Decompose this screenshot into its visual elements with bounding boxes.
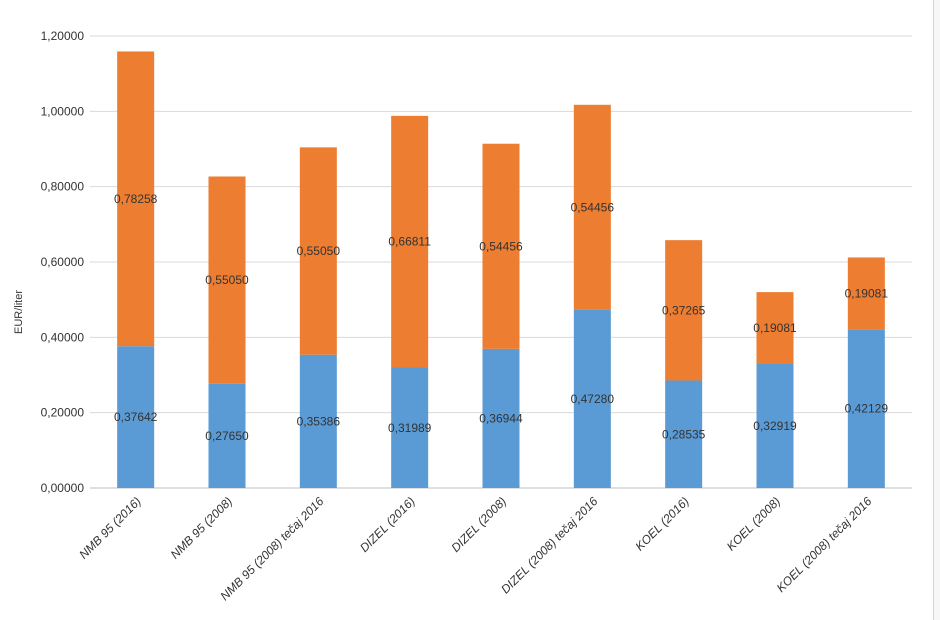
bar-segment-top [391,115,429,368]
x-tick-label: KOEL (2008) tečaj 2016 [774,494,875,595]
bar-segment-bottom [756,364,794,488]
x-tick-label: NMB 95 (2008) tečaj 2016 [217,494,326,603]
bar-segment-top [299,147,337,355]
y-tick-label: 1,20000 [41,29,85,43]
y-tick-label: 1,00000 [41,104,85,118]
x-tick-label: KOEL (2016) [633,494,692,553]
data-label: 0,19081 [845,286,889,300]
data-label: 0,35386 [297,414,341,428]
data-label: 0,55050 [205,273,249,287]
data-label: 0,28535 [662,427,706,441]
x-tick-label: DIZEL (2008) [448,494,509,555]
bar-segment-top [756,292,794,365]
data-label: 0,54456 [479,239,523,253]
x-tick-label: DIZEL (2016) [357,494,418,555]
x-tick-label: NMB 95 (2008) [168,494,235,561]
data-label: 0,36944 [479,411,523,425]
data-label: 0,54456 [571,200,615,214]
y-tick-label: 0,20000 [41,406,85,420]
bar-segment-top [665,240,703,381]
data-label: 0,31989 [388,421,432,435]
bar-segment-bottom [847,329,885,488]
y-tick-label: 0,80000 [41,180,85,194]
data-label: 0,37642 [114,410,158,424]
bar-segment-bottom [117,346,155,488]
bar-segment-top [117,51,155,347]
bar-segment-top [847,257,885,330]
data-label: 0,19081 [753,321,797,335]
bar-segment-bottom [665,380,703,488]
bar-segment-bottom [208,383,246,488]
y-tick-label: 0,60000 [41,255,85,269]
data-label: 0,78258 [114,192,158,206]
y-tick-label: 0,40000 [41,330,85,344]
data-label: 0,32919 [753,419,797,433]
bar-segment-top [208,176,246,384]
x-tick-label: DIZEL (2008) tečaj 2016 [498,494,600,596]
data-label: 0,55050 [297,244,341,258]
x-tick-label: KOEL (2008) [724,494,783,553]
bar-segment-bottom [482,348,520,488]
bar-segment-top [573,104,611,310]
bar-segment-bottom [299,354,337,488]
scrollbar[interactable] [933,0,940,620]
bar-segment-bottom [391,367,429,488]
data-label: 0,37265 [662,303,706,317]
x-tick-label: NMB 95 (2016) [76,494,143,561]
bar-segment-top [482,143,520,349]
bar-segment-bottom [573,309,611,488]
data-label: 0,47280 [571,392,615,406]
data-label: 0,27650 [205,429,249,443]
data-label: 0,66811 [388,235,431,249]
y-tick-label: 0,00000 [41,481,85,495]
data-label: 0,42129 [845,402,889,416]
y-axis-title: EUR/liter [13,290,25,334]
